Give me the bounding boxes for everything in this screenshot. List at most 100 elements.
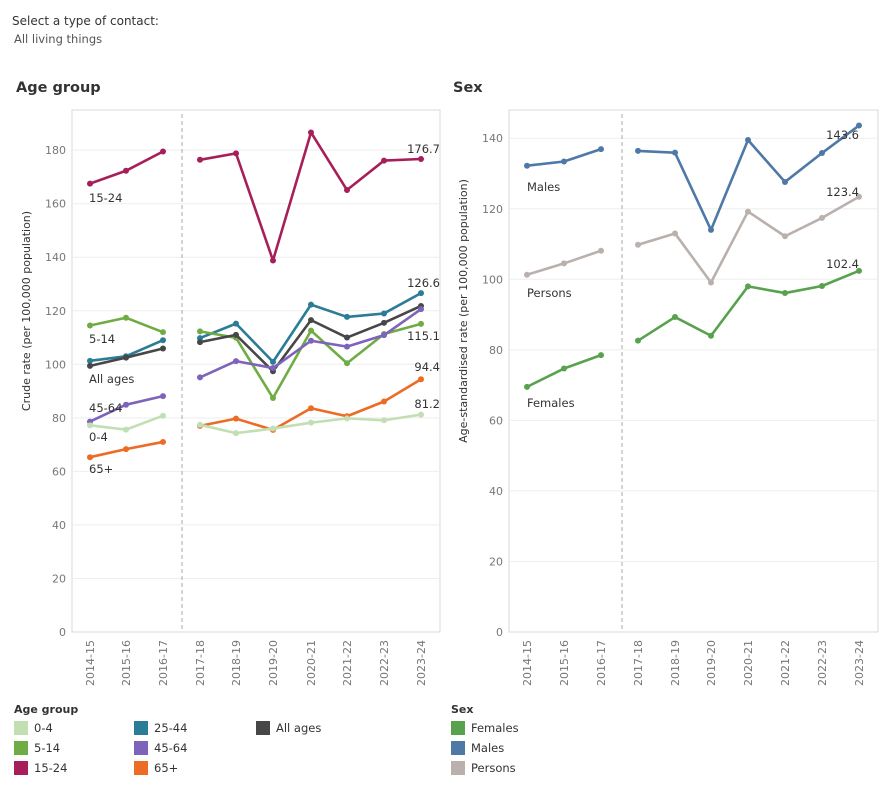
end-value-label: 81.2 [414, 397, 440, 411]
legend-item[interactable]: 25-44 [134, 720, 187, 736]
data-point [123, 314, 129, 321]
data-point [160, 412, 166, 419]
data-point [418, 376, 424, 383]
legend-item[interactable]: 45-64 [134, 740, 187, 756]
legend-label: 15-24 [34, 761, 68, 775]
x-tick-label: 2020-21 [742, 640, 755, 686]
y-tick-label: 60 [489, 414, 503, 427]
data-point [233, 150, 239, 157]
legend-label: All ages [276, 721, 322, 735]
data-point [344, 415, 350, 422]
data-point [160, 345, 166, 352]
data-point [745, 136, 751, 143]
end-value-label: 123.4 [826, 185, 859, 199]
data-point [160, 148, 166, 155]
data-point [308, 405, 314, 412]
y-axis-label: Crude rate (per 100,000 population) [20, 211, 33, 411]
y-tick-label: 0 [59, 626, 66, 639]
data-point [308, 337, 314, 344]
legend-swatch [134, 761, 148, 775]
y-tick-label: 40 [489, 485, 503, 498]
legend-item[interactable]: 65+ [134, 760, 178, 776]
series-line [637, 269, 860, 342]
data-point [524, 271, 530, 278]
y-tick-label: 20 [489, 555, 503, 568]
x-tick-label: 2021-22 [341, 640, 354, 686]
legend-label: Females [471, 721, 519, 735]
data-point [233, 331, 239, 338]
data-point [418, 306, 424, 313]
data-point [270, 358, 276, 365]
data-point [270, 365, 276, 372]
data-point [708, 332, 714, 339]
data-point [745, 208, 751, 215]
age-group-chart: 0 20 40 60 80 100 120 140 160 180 Crude rate (per … [20, 109, 441, 686]
age-legend-title: Age group [14, 703, 79, 716]
data-point [819, 282, 825, 289]
series-5-14: 5-14 115.1 [87, 314, 440, 402]
data-point [418, 320, 424, 327]
data-point [197, 156, 203, 163]
sex-chart: 0 20 40 60 80 100 120 140 Age-standardised rate … [457, 109, 879, 686]
x-tick-label: 2015-16 [558, 640, 571, 686]
series-persons: Persons 123.4 [524, 185, 862, 300]
x-tick-label: 2022-23 [816, 640, 829, 686]
data-point [344, 360, 350, 367]
data-point [819, 214, 825, 221]
data-point [87, 362, 93, 369]
data-point [87, 322, 93, 329]
x-tick-label: 2019-20 [267, 640, 280, 686]
series-label: 65+ [89, 462, 113, 476]
data-point [87, 180, 93, 187]
data-point [160, 438, 166, 445]
legend-item[interactable]: Males [451, 740, 504, 756]
data-point [856, 193, 862, 200]
legend-label: Males [471, 741, 505, 755]
series-0-4: 0-4 81.2 [87, 397, 440, 444]
legend-swatch [14, 741, 28, 755]
y-tick-label: 180 [45, 144, 66, 157]
y-tick-label: 20 [52, 572, 66, 585]
legend-item[interactable]: All ages [256, 720, 321, 736]
x-tick-label: 2020-21 [305, 640, 318, 686]
data-point [233, 320, 239, 327]
data-point [782, 178, 788, 185]
y-tick-label: 100 [45, 358, 66, 371]
y-tick-label: 100 [482, 273, 503, 286]
y-tick-label: 80 [52, 412, 66, 425]
end-value-label: 126.6 [407, 276, 440, 290]
sex-legend: Sex Females Males Persons [451, 703, 651, 793]
data-point [381, 417, 387, 424]
data-point [123, 167, 129, 174]
data-point [270, 257, 276, 264]
data-point [233, 358, 239, 365]
y-tick-label: 120 [482, 203, 503, 216]
contact-type-selector[interactable]: All living things [14, 32, 103, 46]
x-tick-label: 2018-19 [669, 640, 682, 686]
x-tick-label: 2018-19 [230, 640, 243, 686]
series-label: All ages [89, 372, 134, 386]
data-point [123, 401, 129, 408]
data-point [819, 150, 825, 157]
x-tick-label: 2015-16 [120, 640, 133, 686]
legend-item[interactable]: Persons [451, 760, 516, 776]
data-point [418, 155, 424, 162]
data-point [123, 426, 129, 433]
data-point [381, 319, 387, 326]
legend-item[interactable]: Females [451, 720, 519, 736]
y-tick-label: 160 [45, 198, 66, 211]
data-point [123, 354, 129, 361]
data-point [635, 147, 641, 154]
data-point [524, 383, 530, 390]
series-label: 5-14 [89, 332, 115, 346]
data-point [344, 343, 350, 350]
legend-item[interactable]: 15-24 [14, 760, 67, 776]
legend-label: Persons [471, 761, 516, 775]
data-point [308, 327, 314, 334]
data-point [856, 122, 862, 129]
data-point [524, 162, 530, 169]
sex-panel-title: Sex [453, 80, 483, 96]
legend-item[interactable]: 0-4 [14, 720, 53, 736]
legend-item[interactable]: 5-14 [14, 740, 60, 756]
data-point [672, 314, 678, 321]
